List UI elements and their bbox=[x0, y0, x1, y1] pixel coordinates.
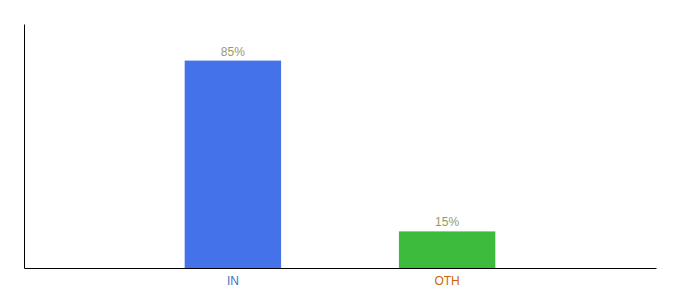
tick: IN bbox=[227, 274, 239, 288]
tick-label: OTH bbox=[434, 274, 459, 288]
data-label: 85% bbox=[221, 45, 245, 59]
bar bbox=[185, 61, 281, 268]
data-labels: 85% 15% bbox=[221, 45, 460, 230]
bars bbox=[185, 61, 496, 268]
axis-line bbox=[24, 25, 25, 269]
tick-label: IN bbox=[227, 274, 239, 288]
chart: IN OTH 85% 15% bbox=[0, 0, 680, 300]
x-axis: IN OTH bbox=[25, 269, 657, 288]
data-label: 15% bbox=[435, 215, 459, 229]
plot: IN OTH 85% 15% bbox=[25, 25, 657, 288]
axis-line bbox=[25, 268, 657, 269]
bar bbox=[399, 231, 495, 268]
tick: OTH bbox=[434, 274, 459, 288]
y-axis bbox=[24, 25, 25, 269]
